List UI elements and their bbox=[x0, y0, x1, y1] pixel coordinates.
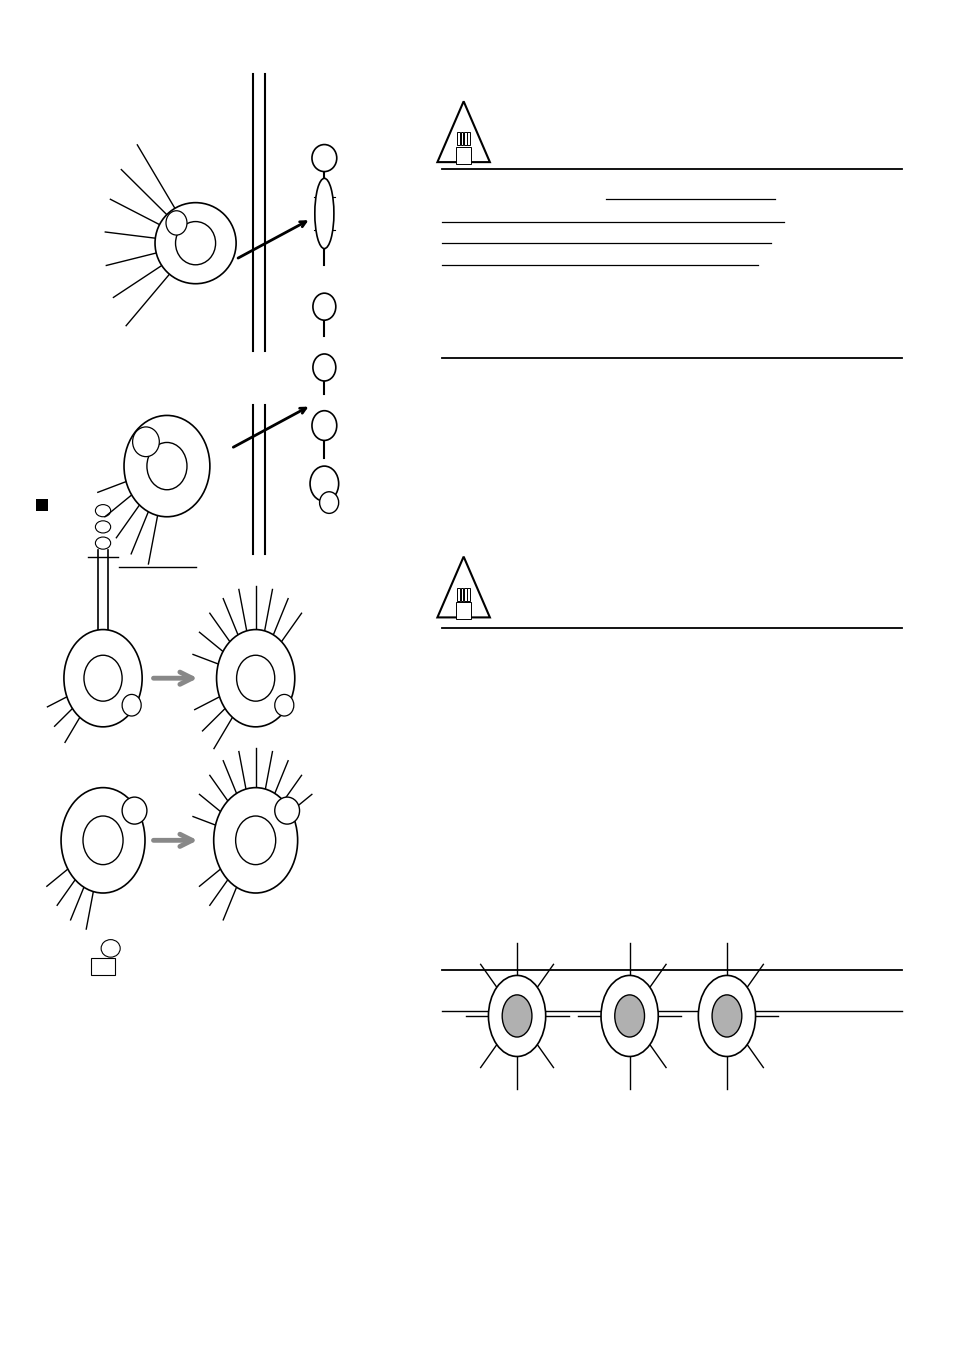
Circle shape bbox=[698, 975, 755, 1056]
Ellipse shape bbox=[313, 354, 335, 381]
Bar bbox=[36, 499, 48, 511]
Ellipse shape bbox=[166, 211, 187, 235]
Ellipse shape bbox=[319, 492, 338, 513]
Bar bbox=[466, 588, 469, 600]
Ellipse shape bbox=[236, 655, 274, 701]
Ellipse shape bbox=[312, 145, 336, 172]
Ellipse shape bbox=[95, 504, 111, 517]
Circle shape bbox=[614, 994, 644, 1038]
Bar bbox=[456, 147, 470, 163]
Ellipse shape bbox=[84, 655, 122, 701]
Bar bbox=[463, 132, 466, 145]
Ellipse shape bbox=[314, 178, 334, 249]
Ellipse shape bbox=[310, 466, 338, 501]
Ellipse shape bbox=[154, 203, 235, 284]
Ellipse shape bbox=[274, 797, 299, 824]
Ellipse shape bbox=[124, 416, 210, 516]
Bar bbox=[460, 588, 463, 600]
Bar bbox=[463, 588, 466, 600]
Bar bbox=[456, 588, 459, 600]
Bar bbox=[91, 958, 115, 975]
Ellipse shape bbox=[147, 442, 187, 490]
Ellipse shape bbox=[216, 630, 294, 727]
Ellipse shape bbox=[274, 694, 294, 716]
Ellipse shape bbox=[132, 427, 159, 457]
Circle shape bbox=[711, 994, 741, 1038]
Ellipse shape bbox=[122, 694, 141, 716]
Ellipse shape bbox=[95, 538, 111, 550]
Circle shape bbox=[488, 975, 545, 1056]
Ellipse shape bbox=[175, 222, 215, 265]
Bar bbox=[456, 603, 470, 619]
Circle shape bbox=[501, 994, 532, 1038]
Ellipse shape bbox=[95, 520, 111, 534]
Ellipse shape bbox=[312, 411, 336, 440]
Circle shape bbox=[600, 975, 658, 1056]
Bar bbox=[456, 132, 459, 145]
Bar bbox=[460, 132, 463, 145]
Ellipse shape bbox=[213, 788, 297, 893]
Ellipse shape bbox=[122, 797, 147, 824]
Ellipse shape bbox=[313, 293, 335, 320]
Ellipse shape bbox=[235, 816, 275, 865]
Ellipse shape bbox=[83, 816, 123, 865]
Ellipse shape bbox=[101, 940, 120, 957]
Bar bbox=[466, 132, 469, 145]
Ellipse shape bbox=[61, 788, 145, 893]
Ellipse shape bbox=[64, 630, 142, 727]
